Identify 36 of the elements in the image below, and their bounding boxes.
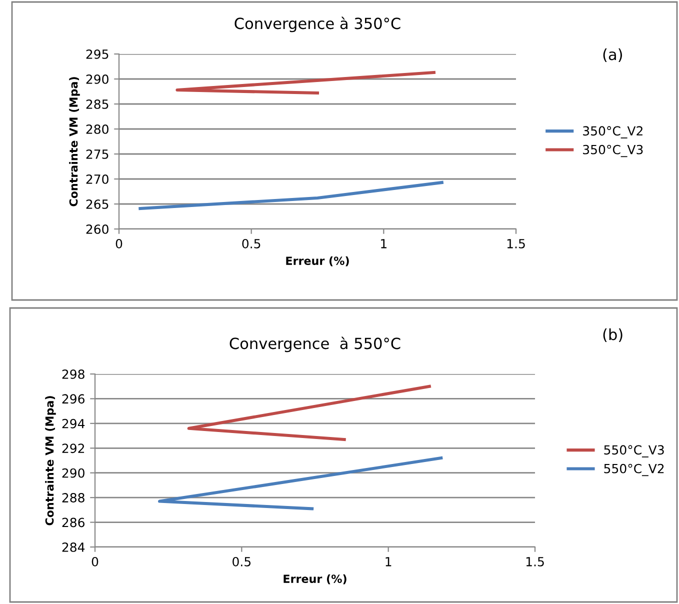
text: (a) <box>603 48 622 62</box>
y-tick-label: 292 <box>62 444 84 454</box>
x-tick-label: 1.5 <box>526 557 544 566</box>
x-axis-title: Erreur (%) <box>286 256 349 266</box>
y-tick-label: 290 <box>86 74 108 84</box>
x-tick-label: 0 <box>116 238 122 248</box>
x-tick-label: 1.5 <box>507 239 525 248</box>
y-tick-label: 285 <box>86 99 108 109</box>
legend-label: 350°C_V3 <box>583 144 643 158</box>
chart-title: Convergence à 550°C <box>230 336 400 352</box>
y-tick-label: 290 <box>62 468 84 478</box>
x-axis-title: Erreur (%) <box>284 574 346 584</box>
legend-label: 550°C_V2 <box>604 464 664 476</box>
y-tick-label: 294 <box>62 418 85 428</box>
x-tick-label: 0.5 <box>242 238 260 248</box>
y-axis-title: Contrainte VM (Mpa) <box>45 396 56 526</box>
y-tick-label: 296 <box>62 394 84 404</box>
y-tick-label: 260 <box>86 224 108 234</box>
y-tick-label: 298 <box>62 369 84 379</box>
chart-title: Convergence à 350°C <box>234 16 400 32</box>
y-tick-label: 265 <box>86 199 108 209</box>
y-tick-label: 286 <box>62 518 84 528</box>
x-tick-label: 1 <box>386 557 392 566</box>
x-tick-label: 1 <box>381 239 386 248</box>
legend-label: 550°C_V3 <box>604 445 664 458</box>
y-tick-label: 275 <box>86 149 108 159</box>
legend-label: 350°C_V2 <box>583 126 642 138</box>
y-tick-label: 284 <box>62 542 85 552</box>
text: (b) <box>603 328 622 342</box>
x-tick-label: 0 <box>92 556 98 566</box>
y-tick-label: 295 <box>86 49 108 59</box>
y-axis-title: Contrainte VM (Mpa) <box>69 77 80 206</box>
x-tick-label: 0.5 <box>232 556 251 566</box>
y-tick-label: 288 <box>62 493 84 502</box>
y-tick-label: 270 <box>86 174 108 184</box>
y-tick-label: 280 <box>86 124 108 134</box>
